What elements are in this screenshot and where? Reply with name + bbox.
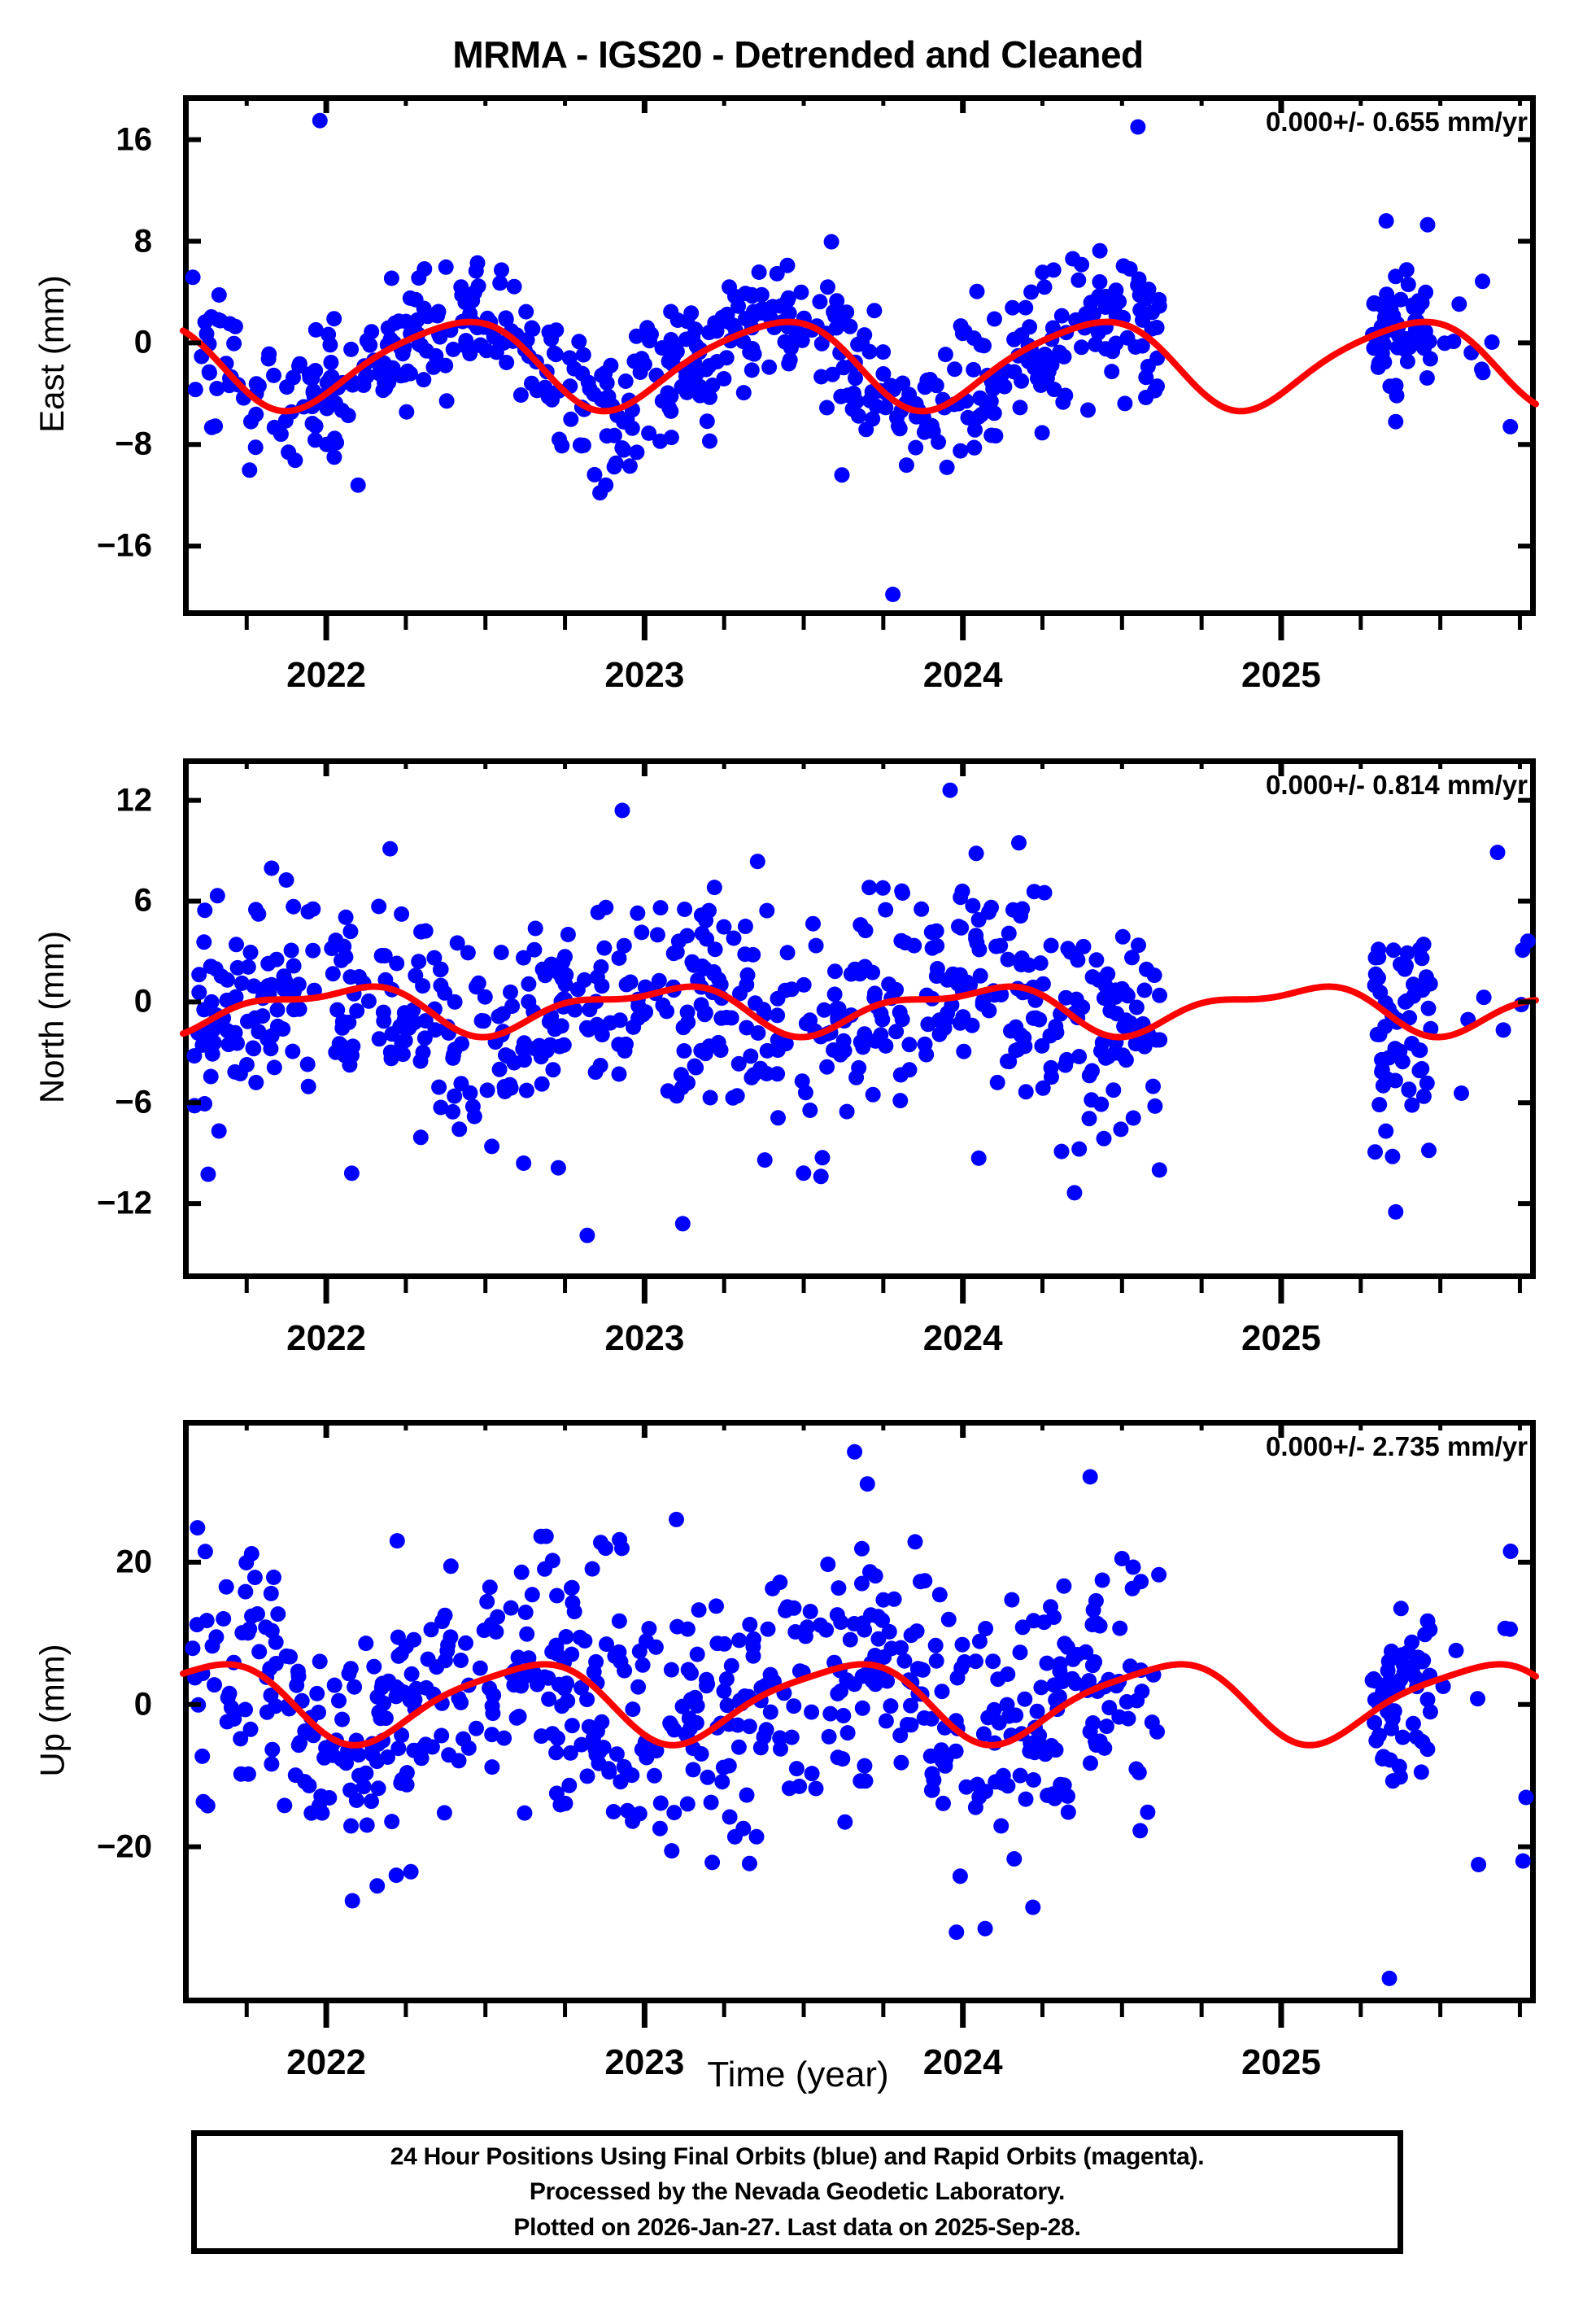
panel-north: 0.000+/- 0.814 mm/yr	[180, 758, 1539, 1304]
y-axis-label-east: East (mm)	[33, 275, 71, 433]
panel-east: 0.000+/- 0.655 mm/yr	[180, 95, 1539, 640]
y-tick-label-up-0: 20	[116, 1544, 153, 1580]
y-tick-label-north-4: −12	[97, 1185, 152, 1221]
x-tick-label-east-2024: 2024	[922, 655, 1003, 695]
panel-up-rate-label: 0.000+/- 2.735 mm/yr	[1266, 1431, 1528, 1461]
caption-line-2: Processed by the Nevada Geodetic Laborat…	[529, 2178, 1066, 2206]
y-tick-label-up-1: 0	[133, 1686, 152, 1723]
caption-box: 24 Hour Positions Using Final Orbits (bl…	[191, 2130, 1403, 2254]
y-axis-label-north: North (mm)	[33, 930, 71, 1104]
panel-up-plot-area	[180, 1420, 1539, 2028]
y-tick-label-up-2: −20	[97, 1828, 152, 1865]
panel-east-plot-area	[180, 95, 1539, 640]
x-tick-label-east-2025: 2025	[1241, 655, 1321, 695]
x-tick-label-east-2023: 2023	[604, 655, 685, 695]
caption-line-1: 24 Hour Positions Using Final Orbits (bl…	[390, 2142, 1205, 2170]
y-axis-label-up: Up (mm)	[33, 1643, 71, 1777]
y-tick-label-east-2: 0	[133, 324, 152, 360]
x-tick-label-up-2022: 2022	[286, 2042, 367, 2082]
panel-up: 0.000+/- 2.735 mm/yr	[180, 1420, 1539, 2028]
scatter-series-up	[185, 1443, 1534, 1986]
x-tick-label-north-2025: 2025	[1241, 1318, 1321, 1358]
caption-line-3: Plotted on 2026-Jan-27. Last data on 202…	[513, 2213, 1081, 2241]
x-tick-label-north-2022: 2022	[286, 1318, 367, 1358]
y-tick-label-north-1: 6	[133, 882, 152, 919]
y-tick-label-east-3: −8	[115, 426, 152, 462]
x-tick-label-north-2023: 2023	[604, 1318, 685, 1358]
panel-north-plot-area	[180, 758, 1539, 1304]
panel-north-rate-label: 0.000+/- 0.814 mm/yr	[1266, 770, 1528, 800]
x-tick-label-up-2023: 2023	[604, 2042, 685, 2082]
x-tick-label-north-2024: 2024	[922, 1318, 1003, 1358]
x-tick-label-up-2025: 2025	[1241, 2042, 1321, 2082]
x-tick-label-east-2022: 2022	[286, 655, 367, 695]
y-tick-label-north-2: 0	[133, 983, 152, 1020]
model-curve-up	[180, 1661, 1539, 1749]
y-tick-label-north-3: −6	[115, 1084, 152, 1120]
model-curve-east	[180, 318, 1539, 415]
model-curve-north	[180, 983, 1539, 1041]
page-title: MRMA - IGS20 - Detrended and Cleaned	[452, 33, 1144, 76]
x-axis-label: Time (year)	[707, 2055, 889, 2094]
panel-east-rate-label: 0.000+/- 0.655 mm/yr	[1266, 107, 1528, 137]
y-tick-label-north-0: 12	[116, 782, 153, 819]
y-tick-label-east-0: 16	[116, 121, 153, 158]
y-tick-label-east-1: 8	[133, 223, 152, 259]
x-tick-label-up-2024: 2024	[922, 2042, 1003, 2082]
y-tick-label-east-4: −16	[97, 527, 152, 564]
